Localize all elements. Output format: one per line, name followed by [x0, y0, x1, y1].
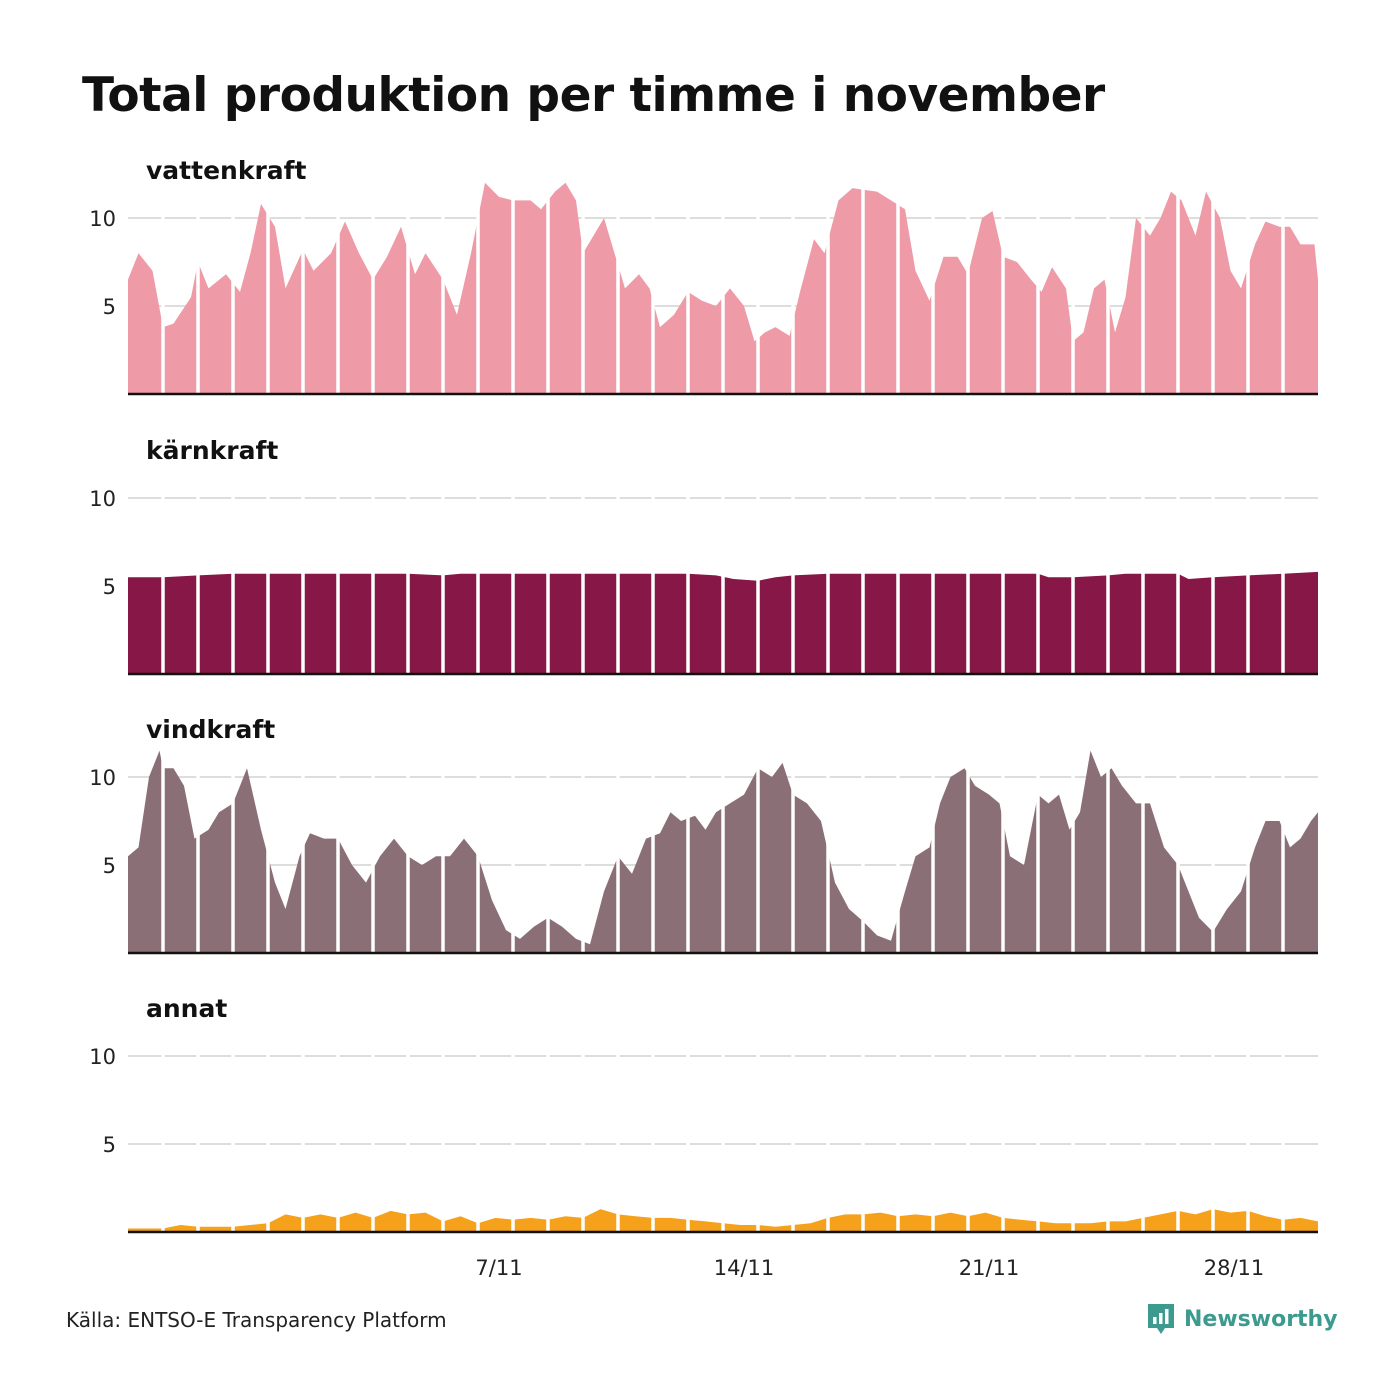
brand-logo[interactable]: Newsworthy — [1146, 1302, 1338, 1336]
newsworthy-logo-icon — [1148, 1304, 1174, 1334]
x-tick-label: 14/11 — [714, 1256, 775, 1280]
panel-label-kärnkraft: kärnkraft — [146, 436, 278, 465]
panel-label-annat: annat — [146, 994, 227, 1023]
y-tick-label: 5 — [103, 575, 116, 599]
series-area-vattenkraft — [128, 182, 1318, 394]
x-tick-label: 28/11 — [1204, 1256, 1265, 1280]
y-tick-label: 5 — [103, 1133, 116, 1157]
panel-vindkraft: 5 10 vindkraft — [89, 713, 1318, 955]
y-tick-label: 10 — [89, 1045, 116, 1069]
y-tick-label: 10 — [89, 487, 116, 511]
y-tick-label: 5 — [103, 295, 116, 319]
panel-vattenkraft: 5 10 vattenkraft — [89, 154, 1318, 396]
source-note: Källa: ENTSO-E Transparency Platform — [66, 1308, 447, 1332]
panel-label-vindkraft: vindkraft — [146, 715, 275, 744]
y-tick-label: 10 — [89, 766, 116, 790]
panel-annat: 5 10 annat — [89, 992, 1318, 1234]
chart-title: Total produktion per timme i november — [82, 68, 1105, 123]
panel-label-vattenkraft: vattenkraft — [146, 156, 307, 185]
x-tick-label: 21/11 — [959, 1256, 1020, 1280]
y-tick-label: 5 — [103, 854, 116, 878]
brand-name: Newsworthy — [1184, 1306, 1338, 1332]
y-tick-label: 10 — [89, 207, 116, 231]
x-tick-label: 7/11 — [475, 1256, 522, 1280]
panel-kärnkraft: 5 10 kärnkraft — [89, 434, 1318, 676]
series-area-annat — [128, 1209, 1318, 1232]
